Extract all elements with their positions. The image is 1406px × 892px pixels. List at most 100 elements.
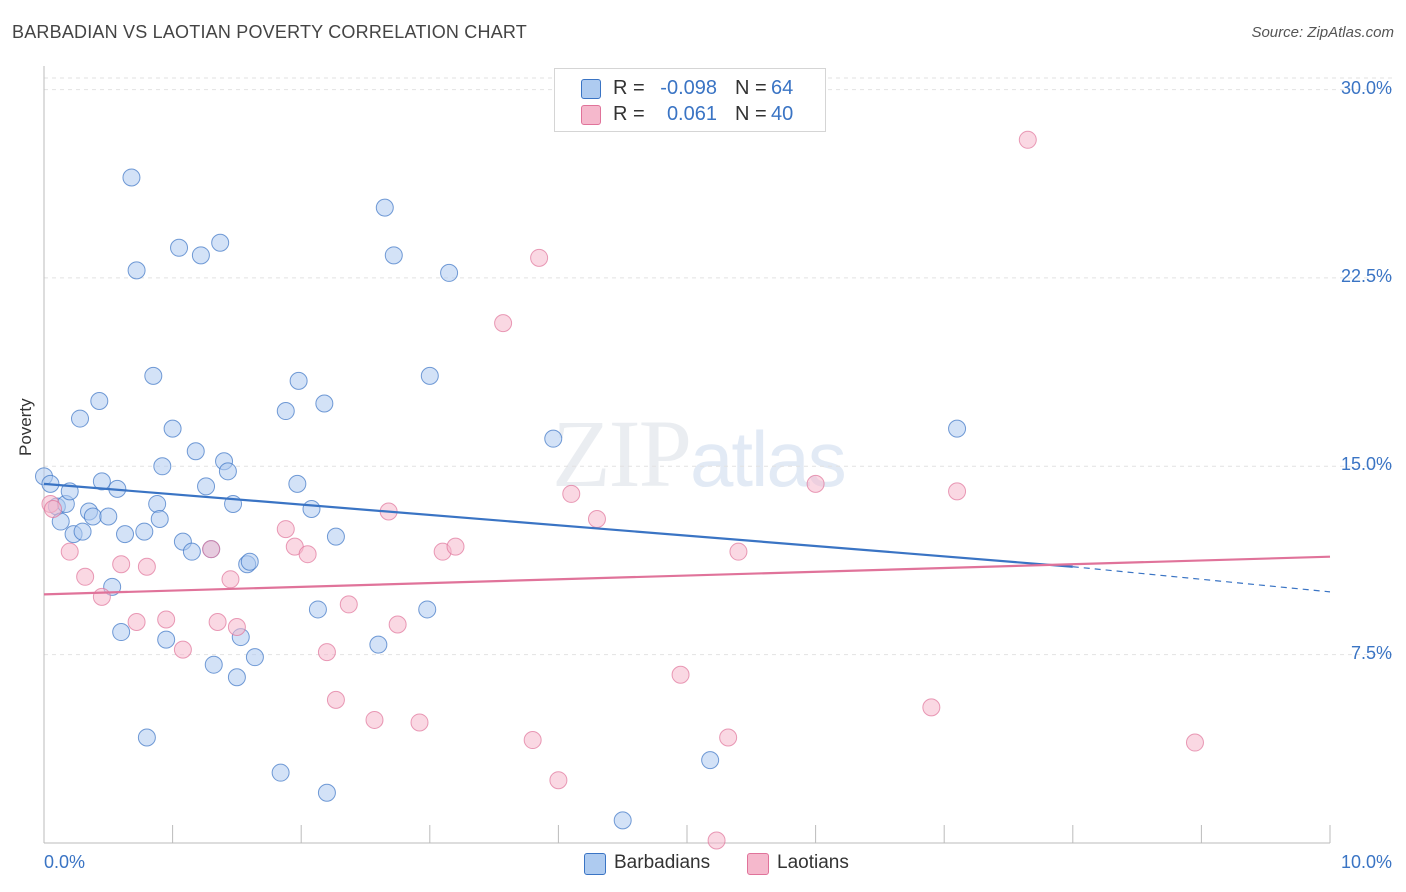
- legend-label-laotians: Laotians: [777, 852, 849, 873]
- laotians-point: [922, 698, 941, 717]
- y-tick-label: 7.5%: [1350, 642, 1392, 663]
- laotians-point: [1018, 130, 1037, 149]
- barbadians-trend-line: [43, 482, 1073, 568]
- laotians-point: [446, 537, 465, 556]
- laotians-point: [208, 612, 227, 631]
- trend-lines: [43, 482, 1331, 596]
- barbadians-point: [317, 783, 336, 802]
- barbadians-point: [302, 499, 321, 518]
- barbadians-point: [148, 494, 167, 513]
- laotians-point: [806, 474, 825, 493]
- barbadians-point: [112, 623, 131, 642]
- chart-source: Source: ZipAtlas.com: [1251, 24, 1394, 41]
- x-tick-label-max: 10.0%: [1340, 852, 1392, 872]
- legend-label-barbadians: Barbadians: [614, 852, 711, 873]
- y-tick-label: 22.5%: [1340, 265, 1392, 286]
- barbadians-point: [135, 522, 154, 541]
- barbadians-point: [326, 527, 345, 546]
- laotians-point: [127, 612, 146, 631]
- x-tick-label-min: 0.0%: [44, 852, 86, 872]
- legend-r-value: 0.061: [666, 103, 717, 125]
- barbadians-point: [227, 668, 246, 687]
- laotians-point: [365, 710, 384, 729]
- barbadians-point: [92, 472, 111, 491]
- barbadians-point: [83, 507, 102, 526]
- barbadians-point: [384, 246, 403, 265]
- laotians-point: [707, 831, 726, 850]
- barbadians-point: [544, 429, 563, 448]
- laotians-points: [41, 130, 1204, 850]
- barbadians-point: [153, 457, 172, 476]
- legend-r-label: R =: [613, 103, 645, 125]
- laotians-point: [202, 540, 221, 559]
- legend-n-label: N =: [735, 77, 767, 99]
- barbadians-point: [276, 402, 295, 421]
- laotians-point: [562, 484, 581, 503]
- barbadians-point: [315, 394, 334, 413]
- barbadians-points: [35, 168, 967, 830]
- laotians-trend-line: [43, 555, 1331, 596]
- laotians-point: [494, 314, 513, 333]
- laotians-point: [157, 610, 176, 629]
- chart-title: BARBADIAN VS LAOTIAN POVERTY CORRELATION…: [12, 22, 527, 42]
- barbadians-point: [127, 261, 146, 280]
- barbadians-point: [191, 246, 210, 265]
- laotians-point: [276, 520, 295, 539]
- laotians-point: [317, 643, 336, 662]
- y-axis-label: Poverty: [16, 398, 35, 456]
- barbadians-point: [73, 522, 92, 541]
- legend-row-barbadians: R = -0.098 N = 64: [555, 75, 825, 101]
- barbadians-point: [440, 263, 459, 282]
- legend-swatch-pink: [747, 853, 769, 875]
- legend-swatch-pink: [581, 105, 601, 125]
- laotians-point: [549, 771, 568, 790]
- laotians-point: [326, 690, 345, 709]
- laotians-point: [76, 567, 95, 586]
- barbadians-point: [308, 600, 327, 619]
- barbadians-point: [288, 474, 307, 493]
- barbadians-point: [197, 477, 216, 496]
- legend-swatch-blue: [581, 79, 601, 99]
- barbadians-point: [289, 371, 308, 390]
- laotians-point: [410, 713, 429, 732]
- laotians-point: [587, 510, 606, 529]
- laotians-point: [173, 640, 192, 659]
- legend-n-value: 40: [771, 103, 794, 125]
- laotians-point: [221, 570, 240, 589]
- y-tick-label: 30.0%: [1340, 77, 1392, 98]
- barbadians-point: [71, 409, 90, 428]
- laotians-point: [137, 557, 156, 576]
- barbadians-point: [157, 630, 176, 649]
- barbadians-point: [701, 751, 720, 770]
- laotians-point: [92, 587, 111, 606]
- barbadians-trend-extension: [1072, 566, 1331, 593]
- barbadians-point: [182, 542, 201, 561]
- barbadians-point: [613, 811, 632, 830]
- legend-row-laotians: R = 0.061 N = 40: [555, 101, 825, 127]
- legend-n-label: N =: [735, 103, 767, 125]
- laotians-point: [112, 555, 131, 574]
- laotians-point: [227, 618, 246, 637]
- laotians-point: [60, 542, 79, 561]
- laotians-point: [1185, 733, 1204, 752]
- barbadians-point: [137, 728, 156, 747]
- barbadians-point: [99, 507, 118, 526]
- barbadians-point: [163, 419, 182, 438]
- barbadians-point: [271, 763, 290, 782]
- barbadians-point: [375, 198, 394, 217]
- laotians-point: [530, 248, 549, 267]
- laotians-point: [729, 542, 748, 561]
- barbadians-point: [240, 552, 259, 571]
- barbadians-point: [211, 233, 230, 252]
- barbadians-point: [218, 462, 237, 481]
- y-tick-label: 15.0%: [1340, 454, 1392, 475]
- laotians-point: [671, 665, 690, 684]
- barbadians-point: [204, 655, 223, 674]
- legend-r-value: -0.098: [660, 77, 717, 99]
- barbadians-point: [122, 168, 141, 187]
- barbadians-point: [144, 366, 163, 385]
- series-legend: Barbadians Laotians: [0, 852, 1406, 878]
- barbadians-point: [420, 366, 439, 385]
- barbadians-point: [245, 648, 264, 667]
